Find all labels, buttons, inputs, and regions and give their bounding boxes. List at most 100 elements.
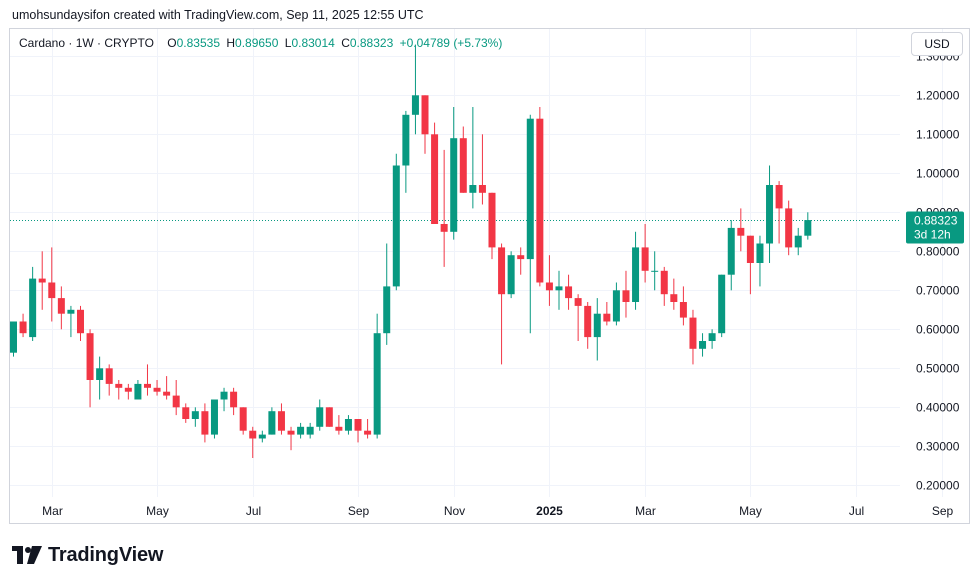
candle xyxy=(172,380,180,416)
candle xyxy=(660,266,668,306)
candle-body xyxy=(459,138,467,193)
candle xyxy=(804,212,812,240)
candle-body xyxy=(766,185,774,244)
candle-body xyxy=(373,333,381,435)
candle-body xyxy=(182,407,190,419)
candle-body xyxy=(402,114,410,166)
candle xyxy=(268,407,276,435)
candle-body xyxy=(526,118,534,260)
candle-body xyxy=(172,395,180,408)
candle-body xyxy=(603,313,611,322)
y-tick-label: 1.20000 xyxy=(916,89,960,103)
candle-body xyxy=(689,317,697,349)
candle-body xyxy=(10,321,17,353)
candle-body xyxy=(277,411,285,431)
candle-body xyxy=(38,278,46,283)
candle xyxy=(718,274,726,338)
candle-body xyxy=(545,282,553,291)
candle xyxy=(440,149,448,267)
candle xyxy=(431,122,439,224)
candle xyxy=(526,114,534,334)
x-tick-label: Mar xyxy=(42,504,63,518)
candle xyxy=(498,243,506,365)
candle-body xyxy=(785,208,793,248)
x-tick-label: Sep xyxy=(932,504,954,518)
open-value: 0.83535 xyxy=(176,36,221,50)
candle-body xyxy=(239,407,247,431)
candle-body xyxy=(325,407,333,427)
candle-body xyxy=(201,411,209,435)
candle-body xyxy=(536,118,544,283)
candle-body xyxy=(421,95,429,135)
candle xyxy=(641,224,649,283)
y-tick-label: 0.20000 xyxy=(916,479,960,493)
candle xyxy=(766,165,774,263)
candle xyxy=(459,126,467,193)
candle xyxy=(756,235,764,287)
currency-button[interactable]: USD xyxy=(911,32,963,56)
candle xyxy=(565,274,573,310)
candle-body xyxy=(19,321,27,334)
candle-body xyxy=(584,305,592,338)
candle-body xyxy=(335,426,343,431)
candle-body xyxy=(593,313,601,338)
close-label: C xyxy=(341,36,350,50)
candle-body xyxy=(507,255,515,295)
chart-credit: umohsundaysifon created with TradingView… xyxy=(12,8,424,22)
brand-name: TradingView xyxy=(48,543,164,566)
change-value: +0.04789 (+5.73%) xyxy=(399,36,503,50)
candle-body xyxy=(440,224,448,232)
candle xyxy=(153,380,161,396)
candle xyxy=(364,419,372,439)
candle xyxy=(651,251,659,291)
candle xyxy=(421,95,429,154)
candle-body xyxy=(794,235,802,248)
candle xyxy=(411,44,419,135)
candle-body xyxy=(431,134,439,224)
high-label: H xyxy=(226,36,236,50)
candle xyxy=(335,415,343,435)
candle-body xyxy=(517,255,525,260)
candle xyxy=(96,356,104,400)
candle-body xyxy=(622,290,630,302)
candle xyxy=(249,426,257,458)
candle-body xyxy=(210,399,218,435)
candle xyxy=(555,270,563,310)
candle-body xyxy=(344,419,352,431)
candle-body xyxy=(191,411,199,419)
candle xyxy=(584,302,592,349)
candle-body xyxy=(306,426,314,435)
candle-body xyxy=(316,407,324,427)
candle xyxy=(297,422,305,439)
candle xyxy=(689,309,697,365)
candle-body xyxy=(115,383,123,388)
x-tick-label: May xyxy=(146,504,169,518)
candle xyxy=(612,282,620,326)
bar-countdown: 3d 12h xyxy=(914,228,951,242)
x-tick-label: May xyxy=(739,504,762,518)
candle xyxy=(794,227,802,256)
open-label: O xyxy=(167,36,177,50)
candle-body xyxy=(699,341,707,349)
candle xyxy=(507,251,515,299)
candle-body xyxy=(48,282,56,299)
candle-body xyxy=(67,309,75,314)
x-tick-label: Mar xyxy=(635,504,656,518)
symbol-title[interactable]: Cardano · 1W · CRYPTO xyxy=(19,36,154,50)
candle-body xyxy=(775,185,783,209)
candle-body xyxy=(679,302,687,318)
symbol-legend: Cardano · 1W · CRYPTO O0.83535 H0.89650 … xyxy=(19,36,502,50)
y-tick-label: 0.50000 xyxy=(916,362,960,376)
close-value: 0.88323 xyxy=(349,36,394,50)
y-tick-label: 0.30000 xyxy=(916,440,960,454)
candle-body xyxy=(230,391,238,408)
candle-body xyxy=(134,383,142,400)
candle-body xyxy=(469,185,477,193)
candle xyxy=(574,294,582,341)
candle xyxy=(134,380,142,400)
candle-body xyxy=(96,368,104,380)
candle xyxy=(105,364,113,396)
candle-body xyxy=(641,247,649,271)
y-tick-label: 0.60000 xyxy=(916,323,960,337)
